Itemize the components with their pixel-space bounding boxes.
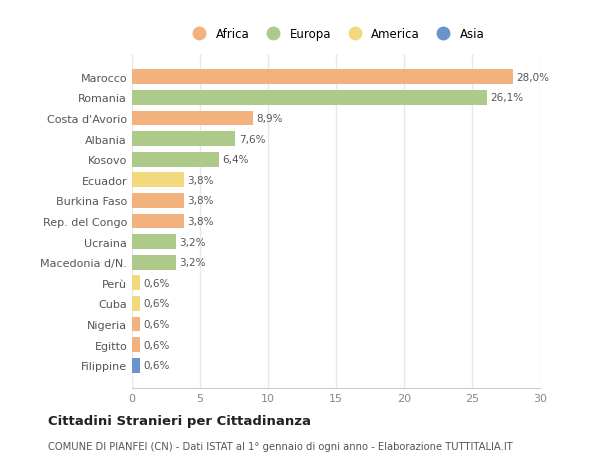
Bar: [132, 132, 235, 147]
Bar: [132, 317, 140, 331]
Text: 0,6%: 0,6%: [143, 278, 170, 288]
Bar: [132, 255, 176, 270]
Bar: [132, 235, 176, 249]
Text: 0,6%: 0,6%: [143, 299, 170, 308]
Text: 3,2%: 3,2%: [179, 257, 205, 268]
Text: 0,6%: 0,6%: [143, 360, 170, 370]
Text: 0,6%: 0,6%: [143, 319, 170, 329]
Bar: [132, 194, 184, 208]
Bar: [132, 173, 184, 188]
Bar: [132, 91, 487, 106]
Text: 7,6%: 7,6%: [239, 134, 265, 144]
Text: 3,8%: 3,8%: [187, 217, 214, 226]
Text: 6,4%: 6,4%: [223, 155, 249, 165]
Text: 3,8%: 3,8%: [187, 175, 214, 185]
Bar: [132, 337, 140, 352]
Bar: [132, 276, 140, 291]
Text: 8,9%: 8,9%: [256, 114, 283, 123]
Text: 3,2%: 3,2%: [179, 237, 205, 247]
Legend: Africa, Europa, America, Asia: Africa, Europa, America, Asia: [187, 28, 485, 41]
Text: Cittadini Stranieri per Cittadinanza: Cittadini Stranieri per Cittadinanza: [48, 414, 311, 428]
Text: 28,0%: 28,0%: [516, 73, 549, 83]
Bar: [132, 296, 140, 311]
Bar: [132, 112, 253, 126]
Text: COMUNE DI PIANFEI (CN) - Dati ISTAT al 1° gennaio di ogni anno - Elaborazione TU: COMUNE DI PIANFEI (CN) - Dati ISTAT al 1…: [48, 441, 513, 451]
Text: 3,8%: 3,8%: [187, 196, 214, 206]
Text: 0,6%: 0,6%: [143, 340, 170, 350]
Bar: [132, 152, 219, 167]
Bar: [132, 70, 513, 85]
Bar: [132, 358, 140, 373]
Bar: [132, 214, 184, 229]
Text: 26,1%: 26,1%: [490, 93, 523, 103]
